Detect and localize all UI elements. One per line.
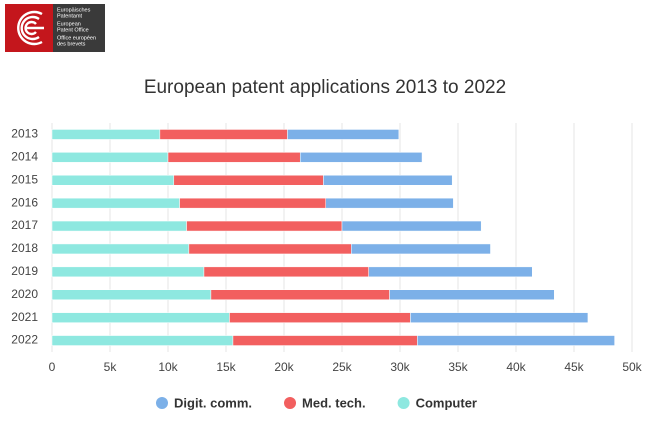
y-tick-label: 2019 [11,264,38,278]
logo-swirl [17,10,44,46]
bar-segment [51,289,212,300]
x-tick-label: 50k [622,360,642,374]
bar-segment [368,266,533,278]
bar-segment [179,197,327,209]
logo-text: Patentamt [57,13,83,19]
bar-segment [159,129,288,140]
bar-segment [51,266,205,278]
logo-text: Office européen [57,35,96,41]
bar-segment [389,289,555,300]
bar-segment [167,152,301,163]
bar-segment [51,335,234,346]
bar-segment [323,175,453,186]
x-tick-label: 5k [104,360,118,374]
logo-text: Patent Office [57,27,89,33]
y-tick-label: 2020 [11,287,38,301]
legend-swatch [284,397,297,409]
x-tick-label: 45k [564,360,584,374]
x-tick-label: 35k [448,360,468,374]
logo-text-box [53,4,105,52]
legend-label: Digit. comm. [174,395,252,410]
y-tick-label: 2014 [11,150,38,164]
legend-label: Med. tech. [302,395,366,410]
legend-item: Med. tech. [284,395,366,410]
bar-segment [51,197,180,209]
bar-segment [287,129,400,140]
bar-segment [51,129,161,140]
legend-swatch [397,397,410,409]
x-tick-label: 0 [49,360,56,374]
y-tick-label: 2015 [11,172,38,186]
bar-segment [188,243,352,255]
legend-item: Digit. comm. [156,395,252,410]
bar-segment [210,289,390,300]
bar-segment [325,197,454,209]
y-tick-label: 2016 [11,195,38,209]
bar-segment [186,220,343,232]
y-tick-label: 2013 [11,127,38,141]
x-tick-label: 30k [390,360,410,374]
bar-segment [229,312,411,323]
bar-segment [203,266,369,278]
bar-segment [299,152,423,163]
y-tick-label: 2018 [11,241,38,255]
logo-text: Europäisches [57,7,91,13]
x-tick-label: 40k [506,360,526,374]
bar-segment [341,220,482,232]
x-tick-label: 25k [332,360,352,374]
legend-swatch [156,397,168,409]
bar-segment [51,243,190,255]
bar-segment [51,220,187,232]
logo-text: European [57,21,81,27]
bar-segment [351,243,491,255]
bar-segment [51,312,230,323]
bar-segment [51,152,169,163]
logo-text: des brevets [57,41,86,47]
legend-label: Computer [416,395,477,410]
x-tick-label: 20k [274,360,294,374]
bar-segment [173,175,324,186]
x-tick-label: 15k [216,360,236,374]
chart-title: European patent applications 2013 to 202… [144,77,506,98]
bar-segment [417,335,615,346]
bar-segment [410,312,589,323]
y-tick-label: 2022 [11,333,38,347]
bar-segment [51,175,175,186]
x-tick-label: 10k [158,360,178,374]
bar-segment [232,335,418,346]
y-tick-label: 2021 [11,310,38,324]
y-tick-label: 2017 [11,218,38,232]
legend-item: Computer [397,395,477,410]
logo: Europäisches Patentamt European Patent O… [5,4,105,52]
